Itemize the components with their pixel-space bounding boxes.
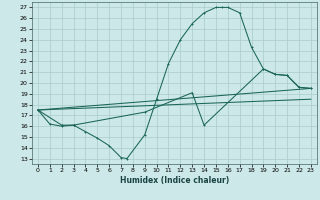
X-axis label: Humidex (Indice chaleur): Humidex (Indice chaleur)	[120, 176, 229, 185]
